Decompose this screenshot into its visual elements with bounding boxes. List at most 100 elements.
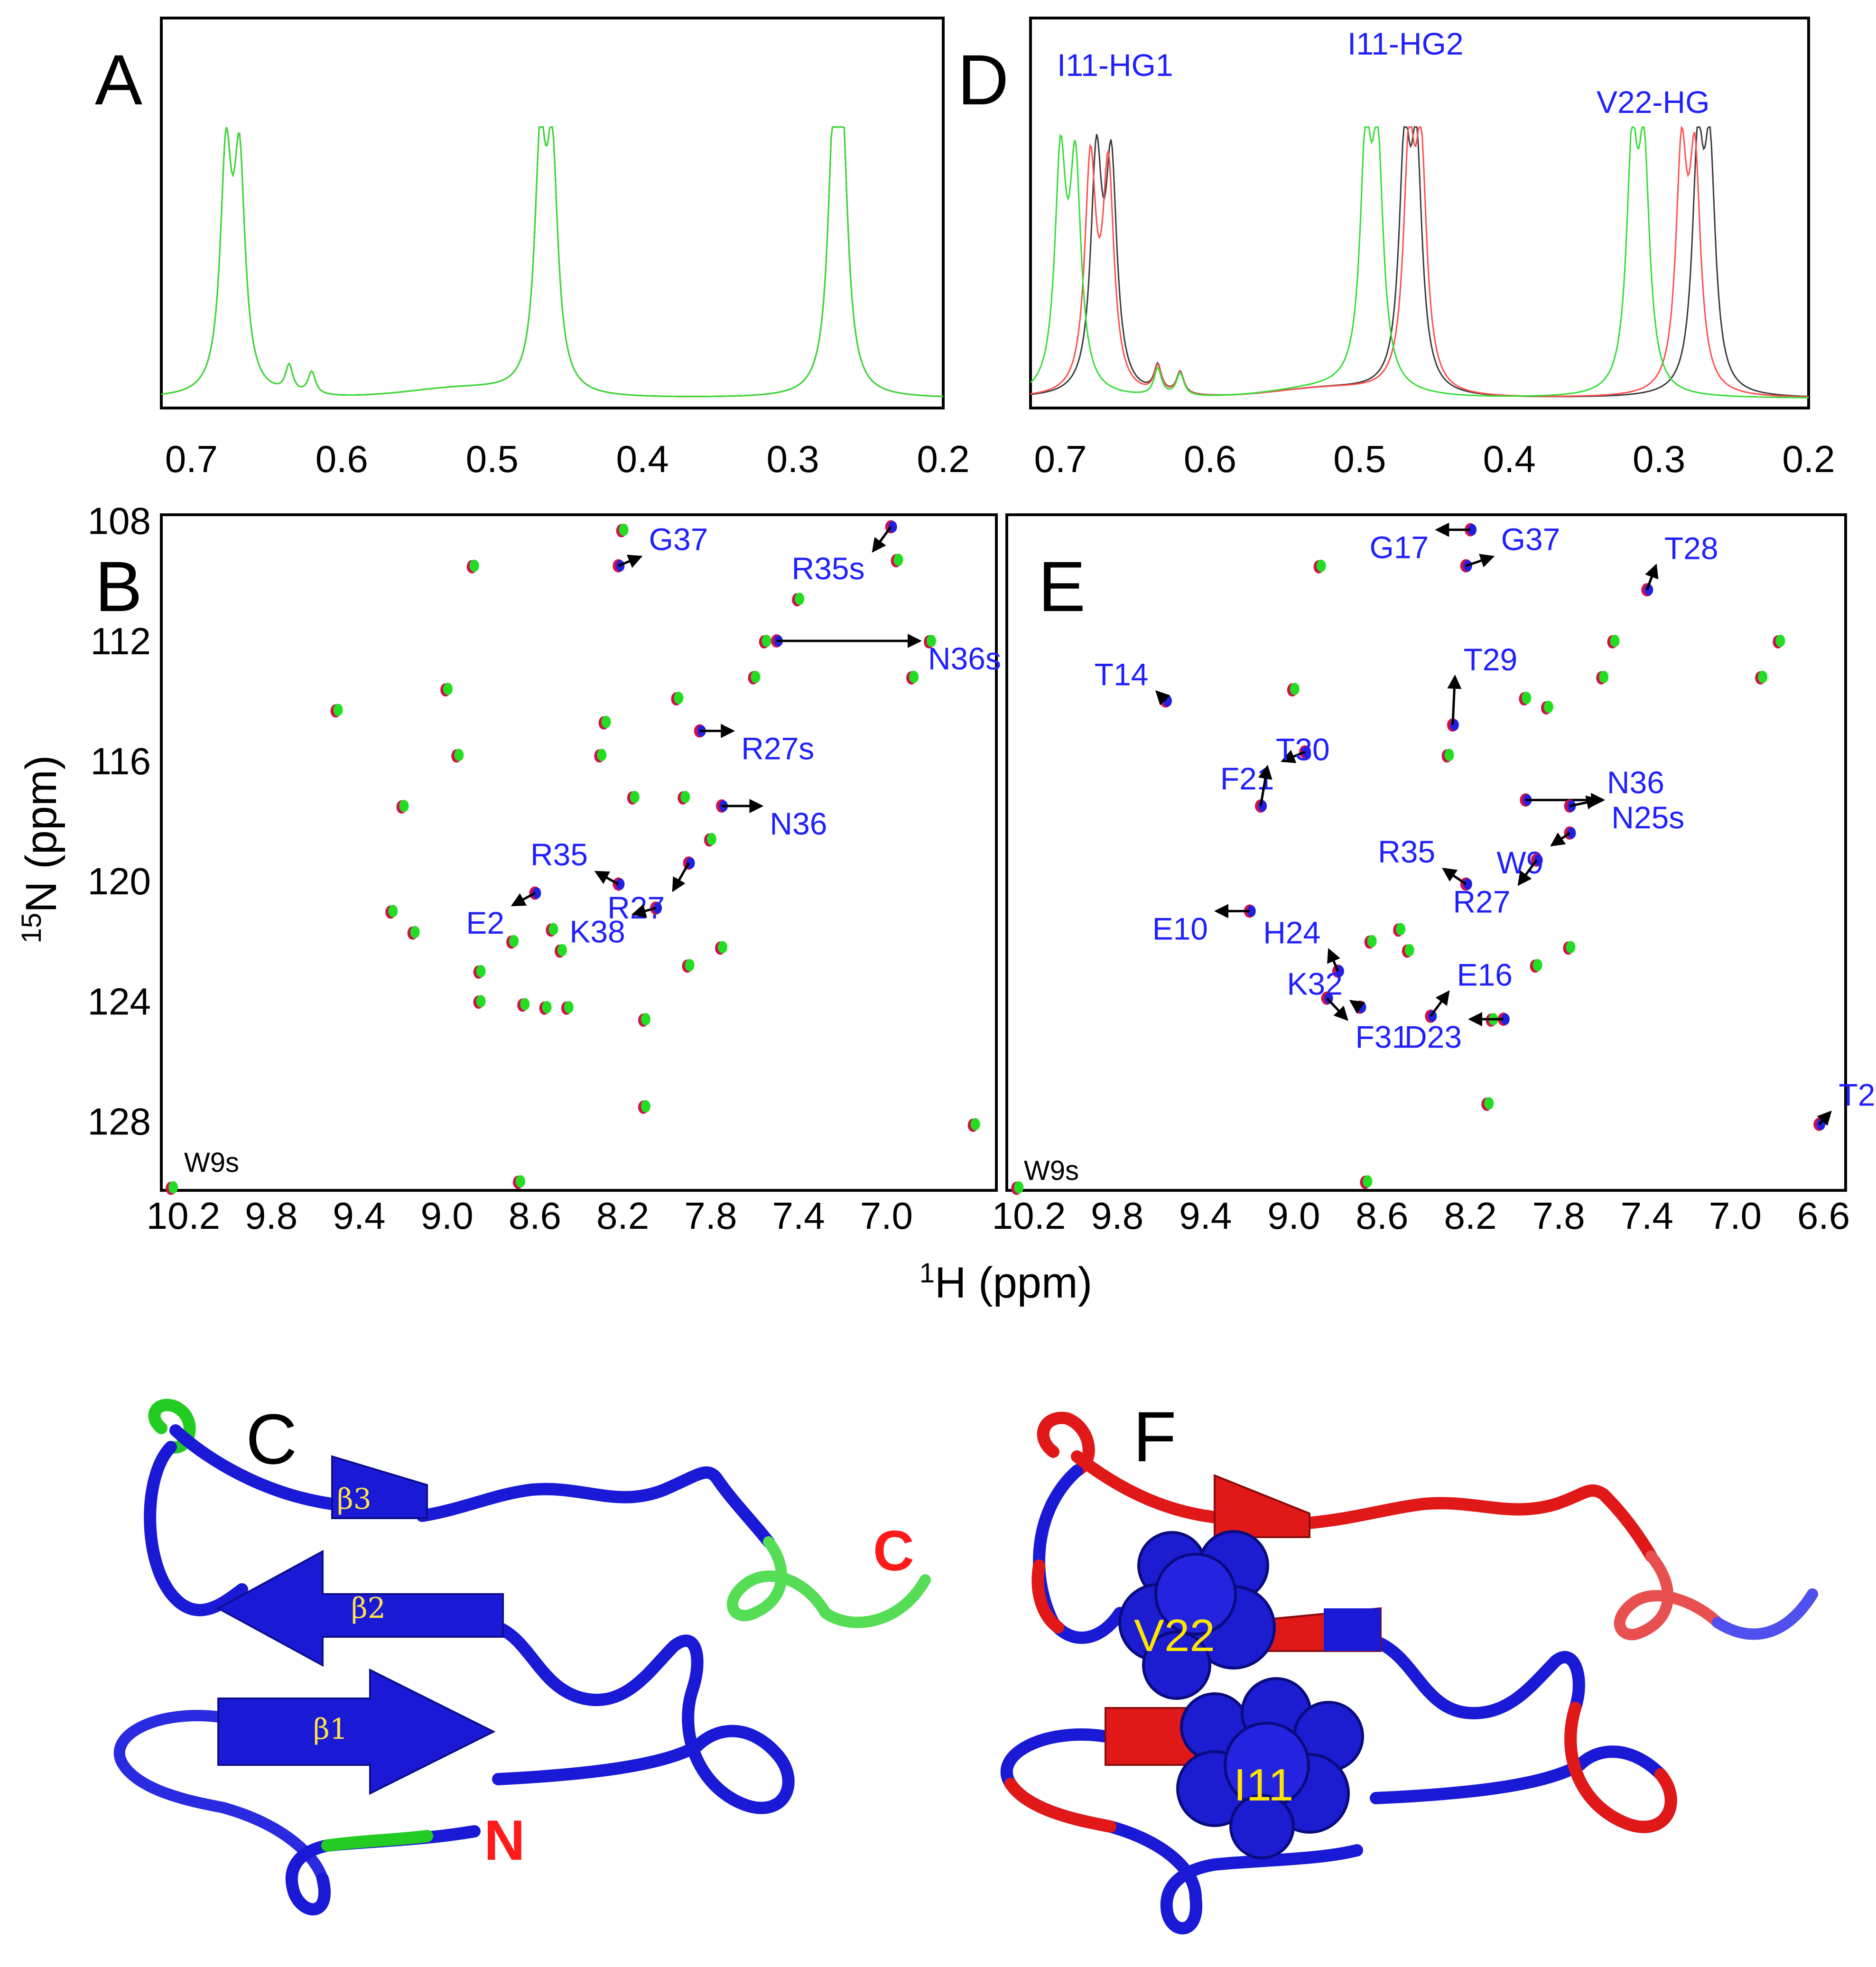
a-xticks-label-4: 0.3 [766, 438, 819, 480]
e-xticks-label-7: 7.4 [1621, 1195, 1673, 1237]
b-xticks-label-0: 10.2 [146, 1195, 220, 1237]
panel-b-peak-green-4 [454, 749, 464, 761]
panel-f-coil-2 [1071, 1450, 1230, 1524]
panel-b-shift-label-3: R27s [741, 731, 814, 766]
n-terminus-label: N [484, 1809, 525, 1872]
panel-e-peak-green-11 [1599, 670, 1609, 683]
a-xticks-label-3: 0.4 [616, 438, 669, 480]
panel-e-shift-peak-blue-9 [1567, 827, 1576, 839]
panel-e-shift-label-15: F31 [1356, 1019, 1410, 1054]
panel-b-peak-green-10 [509, 935, 519, 947]
panel-b-peak-green-18 [601, 715, 611, 728]
panel-c-ribbon [113, 1399, 931, 1916]
panel-f-coil-5 [1000, 1728, 1363, 1935]
panel-b-shift-label-2: N36s [928, 641, 1001, 676]
y-tick-label-1: 112 [90, 620, 151, 662]
e-xticks-label-6: 7.8 [1532, 1195, 1585, 1237]
panel-c-n-term-green [321, 1830, 433, 1852]
panel-e-shift-label-14: K32 [1287, 966, 1342, 1001]
b-xticks-label-7: 7.4 [772, 1195, 825, 1237]
panel-e-shift-label-2: T28 [1664, 531, 1718, 566]
e-xticks-label-1: 9.8 [1091, 1195, 1143, 1237]
panel-a-letter: A [95, 40, 142, 120]
panel-b-peak-green-0 [168, 1181, 178, 1194]
panel-f-coil-4 [1370, 1635, 1677, 1833]
b-xticks-label-2: 9.4 [333, 1195, 385, 1237]
panel-a: A 0.7 0.6 0.5 0.4 0.3 0.2 [95, 17, 970, 480]
panel-b-shift-peak-blue-0 [888, 521, 897, 533]
a-xticks-label-2: 0.5 [466, 438, 519, 480]
panel-b-peak-green-31 [893, 553, 903, 566]
panel-c-coil-5 [113, 1710, 328, 1884]
e-xticks-label-5: 8.2 [1444, 1195, 1496, 1237]
panel-b-peak-green-20 [630, 790, 640, 803]
panel-e-shift-arrow-16 [1430, 990, 1450, 1017]
panel-e-shift-label-16: E16 [1457, 957, 1513, 992]
panel-f: F [1000, 1397, 1818, 1935]
a-xticks-label-5: 0.2 [917, 438, 969, 480]
i11-spheres [1176, 1677, 1364, 1859]
panel-c-coil-1 [144, 1441, 248, 1616]
panel-b-peak-green-12 [515, 1175, 525, 1188]
panel-e-shift-arrow-3 [1447, 674, 1462, 725]
i11-label: I11 [1234, 1760, 1293, 1810]
panel-e-peak-green-10 [1566, 941, 1576, 954]
panel-d-traces [1030, 126, 1809, 399]
panel-f-coil-4-red [1564, 1702, 1677, 1833]
panel-b-peak-green-2 [399, 799, 409, 812]
peak-label-i11-hg1: I11-HG1 [1057, 47, 1173, 83]
panel-e-shift-arrow-5 [1280, 750, 1306, 763]
panel-b-peak-green-17 [597, 749, 607, 761]
panel-b-peak-green-22 [641, 1100, 650, 1113]
panel-b-peak-green-5 [469, 559, 479, 572]
panel-c-letter: C [246, 1399, 297, 1479]
panel-b-peak-green-30 [795, 593, 805, 605]
d-xticks-label-1: 0.6 [1184, 438, 1236, 480]
panel-d-trace-red [1030, 126, 1809, 398]
panel-b-peak-green-14 [548, 923, 558, 936]
y-axis-title: 15N (ppm) [16, 755, 66, 944]
panel-b-shift-label-7: R35 [530, 837, 588, 872]
panel-e-frame [1005, 513, 1847, 1192]
panel-c-coil-2 [169, 1424, 338, 1510]
panel-e-shift-peak-blue-6 [1258, 800, 1267, 812]
panel-d-trace-green [1030, 126, 1809, 399]
panel-b-peak-green-1 [333, 704, 343, 716]
panel-e-shift-label-3: T29 [1463, 642, 1517, 677]
panel-e-shift-arrow-4 [1155, 690, 1170, 705]
e-xticks-label-0: 10.2 [992, 1195, 1066, 1237]
panel-f-coil-1-red [1031, 1559, 1064, 1633]
panel-b-peak-green-19 [619, 523, 629, 536]
panel-b-peak-green-27 [718, 941, 728, 954]
panel-e-shift-label-6: T30 [1276, 732, 1330, 767]
e-xticks-label-4: 8.6 [1356, 1195, 1408, 1237]
panel-e-peak-green-9 [1532, 959, 1542, 972]
panel-d-letter: D [957, 40, 1009, 120]
d-xticks-label-0: 0.7 [1034, 438, 1087, 480]
panel-e-shift-label-7: N25s [1611, 800, 1684, 835]
panel-e-shift-peak-blue-11 [1463, 878, 1472, 890]
a-xticks-label-1: 0.6 [316, 438, 368, 480]
panel-b-shift-peak-blue-5 [686, 857, 695, 869]
peak-label-i11-hg2: I11-HG2 [1347, 26, 1464, 61]
panel-e-shift-label-10: R27 [1453, 884, 1510, 919]
panel-e-shift-peak-blue-5 [1302, 746, 1311, 758]
panel-e: E W9s 10.2 9.8 9.4 9.0 8.6 8.2 7.8 7.4 7.0 6.6 G1… [992, 513, 1876, 1237]
beta3-strand [331, 1455, 428, 1519]
panel-b-letter: B [95, 547, 142, 626]
panel-b-x-ticks: 10.2 9.8 9.4 9.0 8.6 8.2 7.8 7.4 7.0 [146, 1195, 913, 1237]
panel-b-y-ticks: 108 112 116 120 124 128 [88, 500, 151, 1143]
d-xticks-label-4: 0.3 [1633, 438, 1685, 480]
panel-a-trace-green [161, 126, 944, 398]
panel-e-shift-arrow-13 [1327, 948, 1340, 972]
panel-b-peak-green-23 [674, 692, 684, 705]
panel-e-shift-label-0: G17 [1370, 530, 1429, 565]
v22-spheres [1118, 1530, 1276, 1700]
panel-d: D I11-HG1 I11-HG2 V22-HG 0.7 0.6 0.5 0.4 0.3… [957, 17, 1835, 480]
panel-b-peak-green-25 [685, 959, 695, 972]
panel-b-shift-peak-blue-8 [653, 902, 662, 914]
beta1-label: β1 [313, 1713, 348, 1746]
panel-c-coil-3 [416, 1466, 775, 1548]
